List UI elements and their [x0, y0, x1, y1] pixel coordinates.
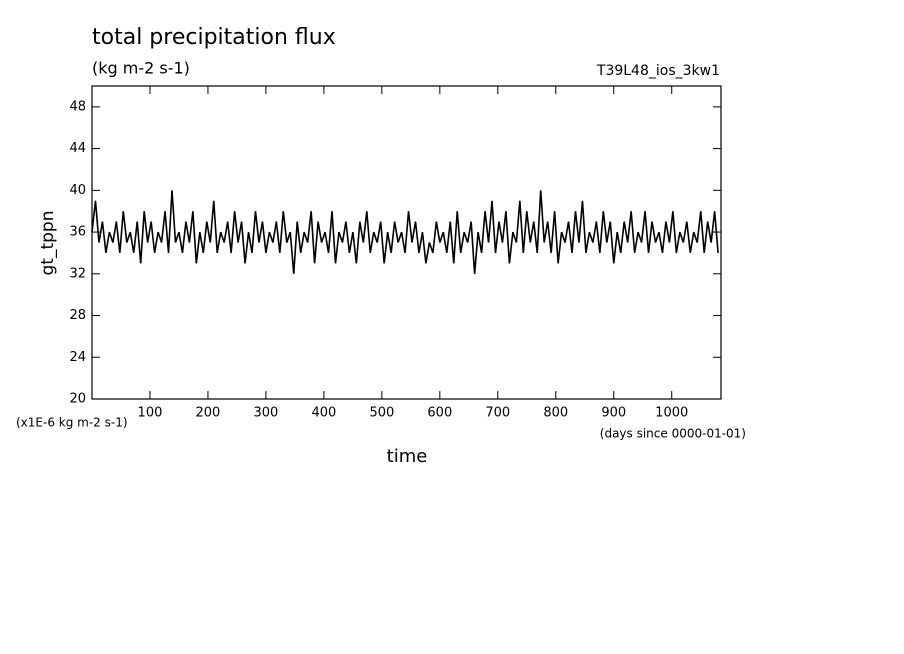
x-tick-label: 900: [601, 406, 626, 421]
plot-frame: [91, 85, 722, 400]
x-tick-label: 1000: [655, 406, 688, 421]
x-tick-label: 600: [427, 406, 452, 421]
y-tick-label: 32: [69, 266, 86, 281]
y-tick-label: 28: [69, 308, 86, 323]
chart-title: total precipitation flux: [92, 25, 336, 50]
y-tick-label: 24: [69, 350, 86, 365]
x-axis-label: time: [387, 446, 428, 467]
y-tick-label: 40: [69, 183, 86, 198]
y-tick-label: 44: [69, 141, 86, 156]
x-tick-label: 400: [311, 406, 336, 421]
x-axis-unit: (days since 0000-01-01): [600, 427, 746, 441]
x-tick-label: 800: [543, 406, 568, 421]
y-axis-unit: (x1E-6 kg m-2 s-1): [16, 416, 128, 430]
x-tick-label: 100: [138, 406, 163, 421]
x-tick-label: 500: [369, 406, 394, 421]
data-line: [91, 190, 719, 274]
x-tick-label: 200: [196, 406, 221, 421]
chart-subtitle: (kg m-2 s-1): [92, 59, 190, 78]
x-tick-label: 700: [485, 406, 510, 421]
y-tick-label: 20: [69, 392, 86, 407]
x-tick-label: 300: [254, 406, 279, 421]
y-axis-label: gt_tppn: [38, 211, 58, 276]
annotation: T39L48_ios_3kw1: [596, 63, 720, 79]
y-tick-label: 36: [69, 225, 86, 240]
y-tick-label: 48: [69, 99, 86, 114]
